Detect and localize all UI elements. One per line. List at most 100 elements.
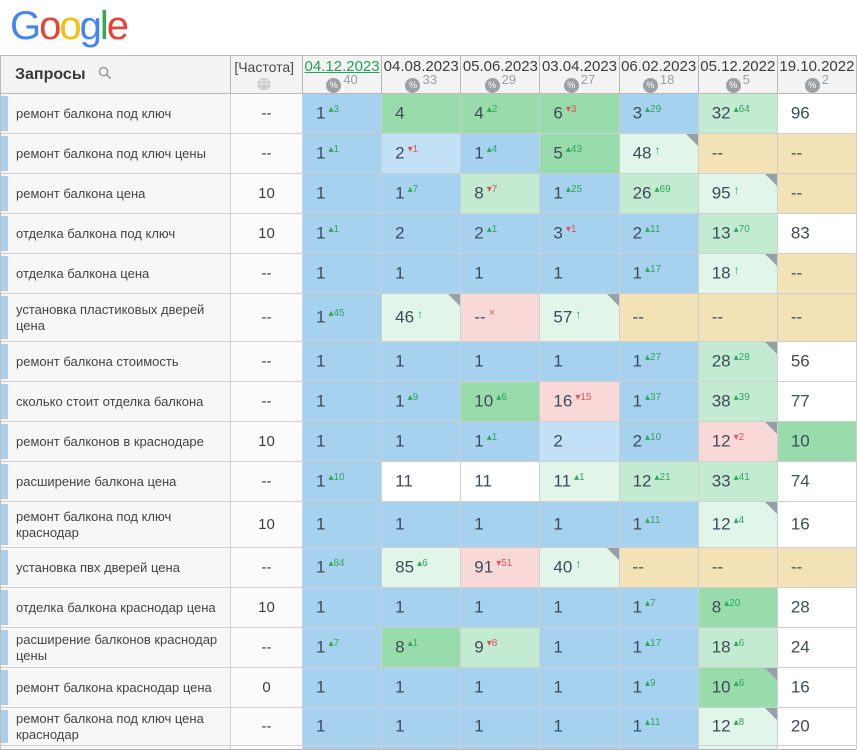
- position-cell[interactable]: 1 ▴7: [301, 627, 383, 668]
- position-cell[interactable]: 1: [539, 587, 620, 628]
- position-cell[interactable]: 28: [776, 587, 857, 628]
- keyword-cell[interactable]: сколько стоит отделка балкона: [0, 381, 231, 422]
- position-cell[interactable]: 1: [381, 706, 462, 747]
- position-cell[interactable]: 4 ▴2: [460, 93, 541, 134]
- keyword-cell[interactable]: расширение балконов краснодар цены: [0, 627, 231, 668]
- position-cell[interactable]: 1 ▴1: [460, 421, 541, 462]
- keyword-cell[interactable]: ремонт балкона под ключ цены: [0, 133, 231, 174]
- position-cell[interactable]: 48 ↑: [618, 133, 699, 174]
- position-cell[interactable]: 1 ▴1: [301, 133, 383, 174]
- position-cell[interactable]: 56: [776, 341, 857, 382]
- date-link[interactable]: 19.10.2022: [779, 57, 855, 75]
- position-cell[interactable]: 8 ▴20: [697, 587, 778, 628]
- position-cell[interactable]: --: [618, 293, 699, 342]
- position-cell[interactable]: 1: [301, 173, 383, 214]
- date-link[interactable]: 03.04.2023: [541, 57, 618, 75]
- position-cell[interactable]: 2: [539, 421, 620, 462]
- position-cell[interactable]: 1: [539, 706, 620, 747]
- position-cell[interactable]: 1 ▴27: [618, 341, 699, 382]
- keyword-cell[interactable]: отделка балкона краснодар цена: [0, 587, 231, 628]
- keyword-cell[interactable]: отделка балкона под ключ: [0, 213, 231, 254]
- position-cell[interactable]: 1: [381, 421, 462, 462]
- position-cell[interactable]: 18 ↑: [697, 253, 778, 294]
- position-cell[interactable]: 13 ▴70: [697, 213, 778, 254]
- position-cell[interactable]: 1 ▴1: [301, 213, 383, 254]
- position-cell[interactable]: 1: [381, 587, 462, 628]
- position-cell[interactable]: 20: [776, 706, 857, 747]
- position-cell[interactable]: 12 ▴21: [618, 461, 699, 502]
- position-cell[interactable]: 12 ▴4: [697, 501, 778, 548]
- position-cell[interactable]: 1: [539, 627, 620, 668]
- position-cell[interactable]: 16: [776, 501, 857, 548]
- position-cell[interactable]: 1 ▴7: [618, 587, 699, 628]
- position-cell[interactable]: 32 ▴64: [697, 93, 778, 134]
- position-cell[interactable]: 16 ▾15: [539, 381, 620, 422]
- position-cell[interactable]: 1: [539, 253, 620, 294]
- position-cell[interactable]: 24: [776, 627, 857, 668]
- position-cell[interactable]: 11: [381, 461, 462, 502]
- position-cell[interactable]: 18 ▴6: [697, 627, 778, 668]
- keyword-cell[interactable]: установка пвх дверей цена: [0, 547, 231, 588]
- position-cell[interactable]: 2: [381, 213, 462, 254]
- position-cell[interactable]: 1: [301, 341, 383, 382]
- position-cell[interactable]: --: [776, 253, 857, 294]
- keyword-cell[interactable]: расширение балкона цена: [0, 461, 231, 502]
- position-cell[interactable]: 10 ▴6: [697, 667, 778, 708]
- keyword-cell[interactable]: ремонт балкона краснодар цена: [0, 667, 231, 708]
- date-link[interactable]: 04.12.2023: [304, 57, 380, 75]
- position-cell[interactable]: 2 ▾1: [381, 133, 462, 174]
- position-cell[interactable]: 1: [460, 253, 541, 294]
- position-cell[interactable]: 3 ▴29: [618, 93, 699, 134]
- position-cell[interactable]: 1: [301, 381, 383, 422]
- position-cell[interactable]: 1: [381, 341, 462, 382]
- position-cell[interactable]: 1 ▴45: [301, 293, 383, 342]
- position-cell[interactable]: 12 ▴8: [697, 706, 778, 747]
- position-cell[interactable]: 12 ▾2: [697, 421, 778, 462]
- position-cell[interactable]: 1: [301, 421, 383, 462]
- position-cell[interactable]: 1 ▴17: [618, 253, 699, 294]
- position-cell[interactable]: 1 ▴10: [301, 461, 383, 502]
- position-cell[interactable]: 1 ▴17: [618, 627, 699, 668]
- keyword-cell[interactable]: ремонт балкона под ключ: [0, 93, 231, 134]
- keyword-cell[interactable]: отделка балкона цена: [0, 253, 231, 294]
- position-cell[interactable]: 26 ▴69: [618, 173, 699, 214]
- position-cell[interactable]: 95 ↑: [697, 173, 778, 214]
- position-cell[interactable]: 6 ▾3: [539, 93, 620, 134]
- position-cell[interactable]: 85 ▴6: [381, 547, 462, 588]
- position-cell[interactable]: 38 ▴39: [697, 381, 778, 422]
- position-cell[interactable]: 1: [460, 587, 541, 628]
- position-cell[interactable]: --: [697, 293, 778, 342]
- position-cell[interactable]: -- ×: [460, 293, 541, 342]
- position-cell[interactable]: 1: [460, 706, 541, 747]
- position-cell[interactable]: 16: [776, 667, 857, 708]
- position-cell[interactable]: 11: [460, 461, 541, 502]
- keyword-cell[interactable]: ремонт балкона цена: [0, 173, 231, 214]
- position-cell[interactable]: 1: [381, 667, 462, 708]
- position-cell[interactable]: 5 ▴43: [539, 133, 620, 174]
- position-cell[interactable]: 9 ▾8: [460, 627, 541, 668]
- date-link[interactable]: 04.08.2023: [383, 57, 459, 75]
- position-cell[interactable]: 1 ▴3: [301, 93, 383, 134]
- position-cell[interactable]: 1 ▴11: [618, 501, 699, 548]
- keyword-cell[interactable]: установка пластиковых дверей цена: [0, 293, 231, 342]
- position-cell[interactable]: 83: [776, 213, 857, 254]
- position-cell[interactable]: 8 ▾7: [460, 173, 541, 214]
- position-cell[interactable]: 1: [381, 501, 462, 548]
- position-cell[interactable]: --: [776, 173, 857, 214]
- position-cell[interactable]: 1 ▴11: [618, 706, 699, 747]
- position-cell[interactable]: 1: [381, 253, 462, 294]
- position-cell[interactable]: 1: [301, 501, 383, 548]
- position-cell[interactable]: --: [776, 133, 857, 174]
- position-cell[interactable]: 8 ▴1: [381, 627, 462, 668]
- position-cell[interactable]: 2 ▴1: [460, 213, 541, 254]
- position-cell[interactable]: --: [697, 133, 778, 174]
- position-cell[interactable]: 1: [301, 253, 383, 294]
- position-cell[interactable]: 1: [539, 341, 620, 382]
- position-cell[interactable]: 1: [460, 341, 541, 382]
- position-cell[interactable]: 11 ▴1: [539, 461, 620, 502]
- position-cell[interactable]: 1: [301, 587, 383, 628]
- date-link[interactable]: 05.12.2022: [700, 57, 776, 75]
- keyword-cell[interactable]: ремонт балкона под ключ краснодар: [0, 501, 231, 548]
- position-cell[interactable]: 2 ▴11: [618, 213, 699, 254]
- position-cell[interactable]: 77: [776, 381, 857, 422]
